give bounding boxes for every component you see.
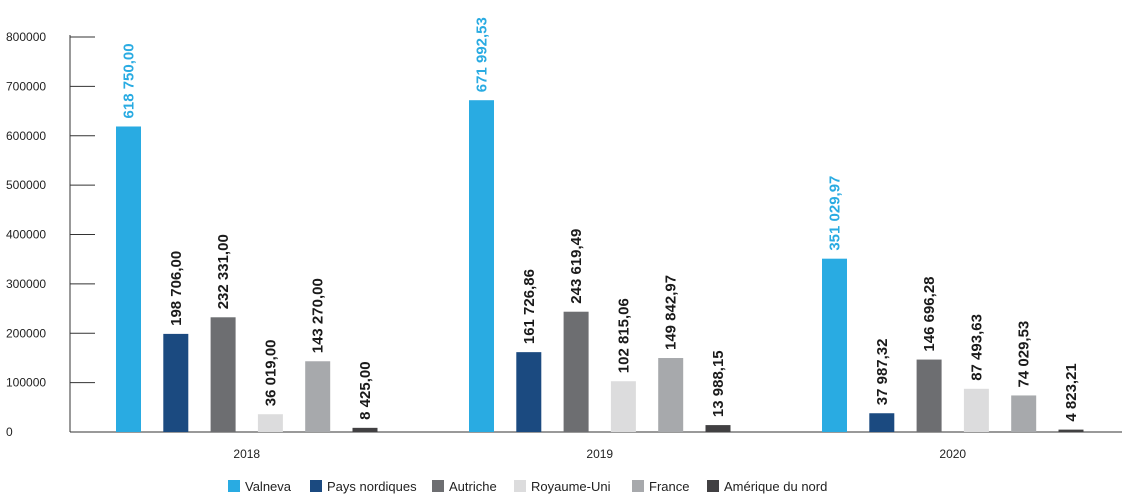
bar-pays-nordiques-2019 — [516, 352, 542, 432]
bar-autriche-2020 — [916, 359, 942, 432]
data-label-valneva-2018: 618 750,00 — [121, 43, 138, 118]
y-tick-label: 700000 — [6, 79, 46, 93]
bar-france-2020 — [1011, 395, 1037, 432]
legend-label: Autriche — [449, 479, 497, 494]
y-tick-label: 400000 — [6, 228, 46, 242]
bar-autriche-2018 — [210, 317, 236, 432]
legend-item-amerique-du-nord: Amérique du nord — [707, 479, 827, 494]
bar-amerique-du-nord-2018 — [352, 427, 378, 432]
data-label-royaume-uni-2019: 102 815,06 — [615, 298, 632, 373]
data-label-france-2018: 143 270,00 — [310, 278, 327, 353]
data-label-amerique-du-nord-2020: 4 823,21 — [1063, 363, 1080, 421]
legend-swatch — [514, 480, 526, 492]
data-labels: 618 750,00 671 992,53 351 029,97 198 706,00… — [121, 17, 1081, 421]
bar-autriche-2019 — [563, 311, 589, 432]
legend-swatch — [707, 480, 719, 492]
data-label-valneva-2020: 351 029,97 — [827, 176, 844, 251]
bar-royaume-uni-2020 — [963, 388, 989, 432]
x-tick-labels: 2018 2019 2020 — [233, 447, 966, 461]
data-label-autriche-2020: 146 696,28 — [921, 276, 938, 351]
y-tick-label: 100000 — [6, 376, 46, 390]
y-tick-label: 300000 — [6, 277, 46, 291]
bar-royaume-uni-2019 — [610, 381, 636, 432]
data-label-france-2020: 74 029,53 — [1016, 321, 1033, 388]
legend-swatch — [228, 480, 240, 492]
bar-amerique-du-nord-2019 — [705, 425, 731, 432]
y-tick-label: 200000 — [6, 326, 46, 340]
data-label-amerique-du-nord-2019: 13 988,15 — [710, 350, 727, 417]
data-label-france-2019: 149 842,97 — [663, 275, 680, 350]
legend-label: Valneva — [245, 479, 292, 494]
legend-swatch — [432, 480, 444, 492]
legend: Valneva Pays nordiques Autriche Royaume-Uni… — [228, 479, 827, 494]
x-tick-label-2018: 2018 — [233, 447, 260, 461]
data-label-pays-nordiques-2018: 198 706,00 — [168, 251, 185, 326]
x-tick-label-2020: 2020 — [939, 447, 966, 461]
legend-label: Royaume-Uni — [531, 479, 611, 494]
bar-amerique-du-nord-2020 — [1058, 429, 1084, 432]
data-label-autriche-2019: 243 619,49 — [568, 229, 585, 304]
bar-royaume-uni-2018 — [257, 414, 283, 432]
x-tick-label-2019: 2019 — [586, 447, 613, 461]
legend-swatch — [310, 480, 322, 492]
bars — [116, 100, 1084, 433]
axes: 0 100000 200000 300000 400000 500000 600000 700… — [6, 30, 1122, 439]
bar-france-2019 — [658, 358, 684, 432]
data-label-autriche-2018: 232 331,00 — [215, 234, 232, 309]
data-label-pays-nordiques-2020: 37 987,32 — [874, 339, 891, 406]
bar-valneva-2018 — [116, 126, 141, 432]
data-label-valneva-2019: 671 992,53 — [474, 17, 491, 92]
data-label-amerique-du-nord-2018: 8 425,00 — [357, 361, 374, 419]
bar-pays-nordiques-2018 — [163, 333, 189, 432]
data-label-royaume-uni-2020: 87 493,63 — [968, 314, 985, 381]
legend-swatch — [632, 480, 644, 492]
y-tick-label: 800000 — [6, 30, 46, 44]
bar-valneva-2019 — [469, 100, 494, 433]
y-tick-label: 500000 — [6, 178, 46, 192]
legend-item-france: France — [632, 479, 689, 494]
legend-label: Amérique du nord — [724, 479, 827, 494]
legend-item-autriche: Autriche — [432, 479, 497, 494]
y-tick-label: 600000 — [6, 129, 46, 143]
legend-label: France — [649, 479, 689, 494]
legend-item-pays-nordiques: Pays nordiques — [310, 479, 417, 494]
bar-pays-nordiques-2020 — [869, 413, 895, 432]
legend-item-royaume-uni: Royaume-Uni — [514, 479, 611, 494]
data-label-pays-nordiques-2019: 161 726,86 — [521, 269, 538, 344]
legend-label: Pays nordiques — [327, 479, 417, 494]
data-label-royaume-uni-2018: 36 019,00 — [262, 339, 279, 406]
bar-valneva-2020 — [822, 258, 847, 432]
bar-france-2018 — [305, 361, 331, 432]
y-tick-label: 0 — [6, 425, 13, 439]
legend-item-valneva: Valneva — [228, 479, 292, 494]
